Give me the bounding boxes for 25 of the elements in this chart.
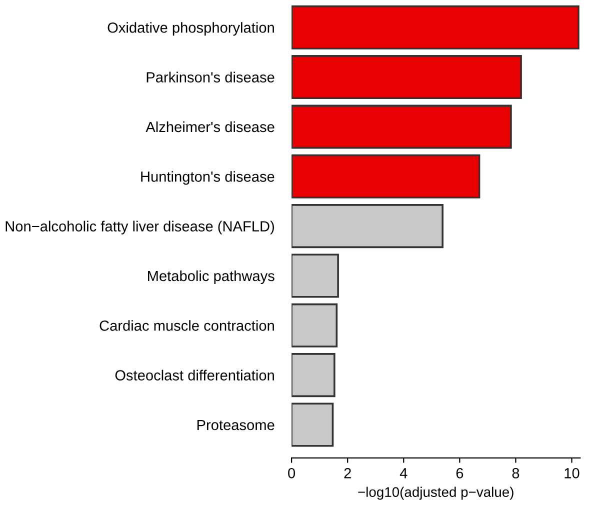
x-tick-label: 4 [400,468,408,478]
x-axis-title: −log10(adjusted p−value) [358,486,514,500]
x-tick-label: 10 [564,468,580,478]
y-tick-label: Osteoclast differentiation [115,370,274,380]
x-tick-label: 6 [456,468,464,478]
y-tick-label: Parkinson's disease [146,72,274,82]
y-tick-label: Proteasome [197,420,274,430]
bar [292,55,522,100]
y-tick-label: Alzheimer's disease [146,121,274,132]
y-tick-label: Metabolic pathways [148,270,274,284]
y-tick-label: Oxidative phosphorylation [108,22,274,36]
bar [292,254,339,298]
bar [292,104,512,149]
y-tick-label: Non−alcoholic fatty liver disease (NAFLD) [6,220,274,234]
bar [292,5,580,50]
bar [292,402,334,447]
x-tick-label: 8 [512,468,520,478]
bar [292,154,480,198]
bar [292,353,336,398]
bar [292,204,444,248]
x-tick-label: 0 [288,468,296,478]
y-tick-label: Cardiac muscle contraction [100,320,274,331]
x-tick-label: 2 [344,468,351,478]
bar [292,303,338,348]
y-tick-label: Huntington's disease [141,171,274,185]
